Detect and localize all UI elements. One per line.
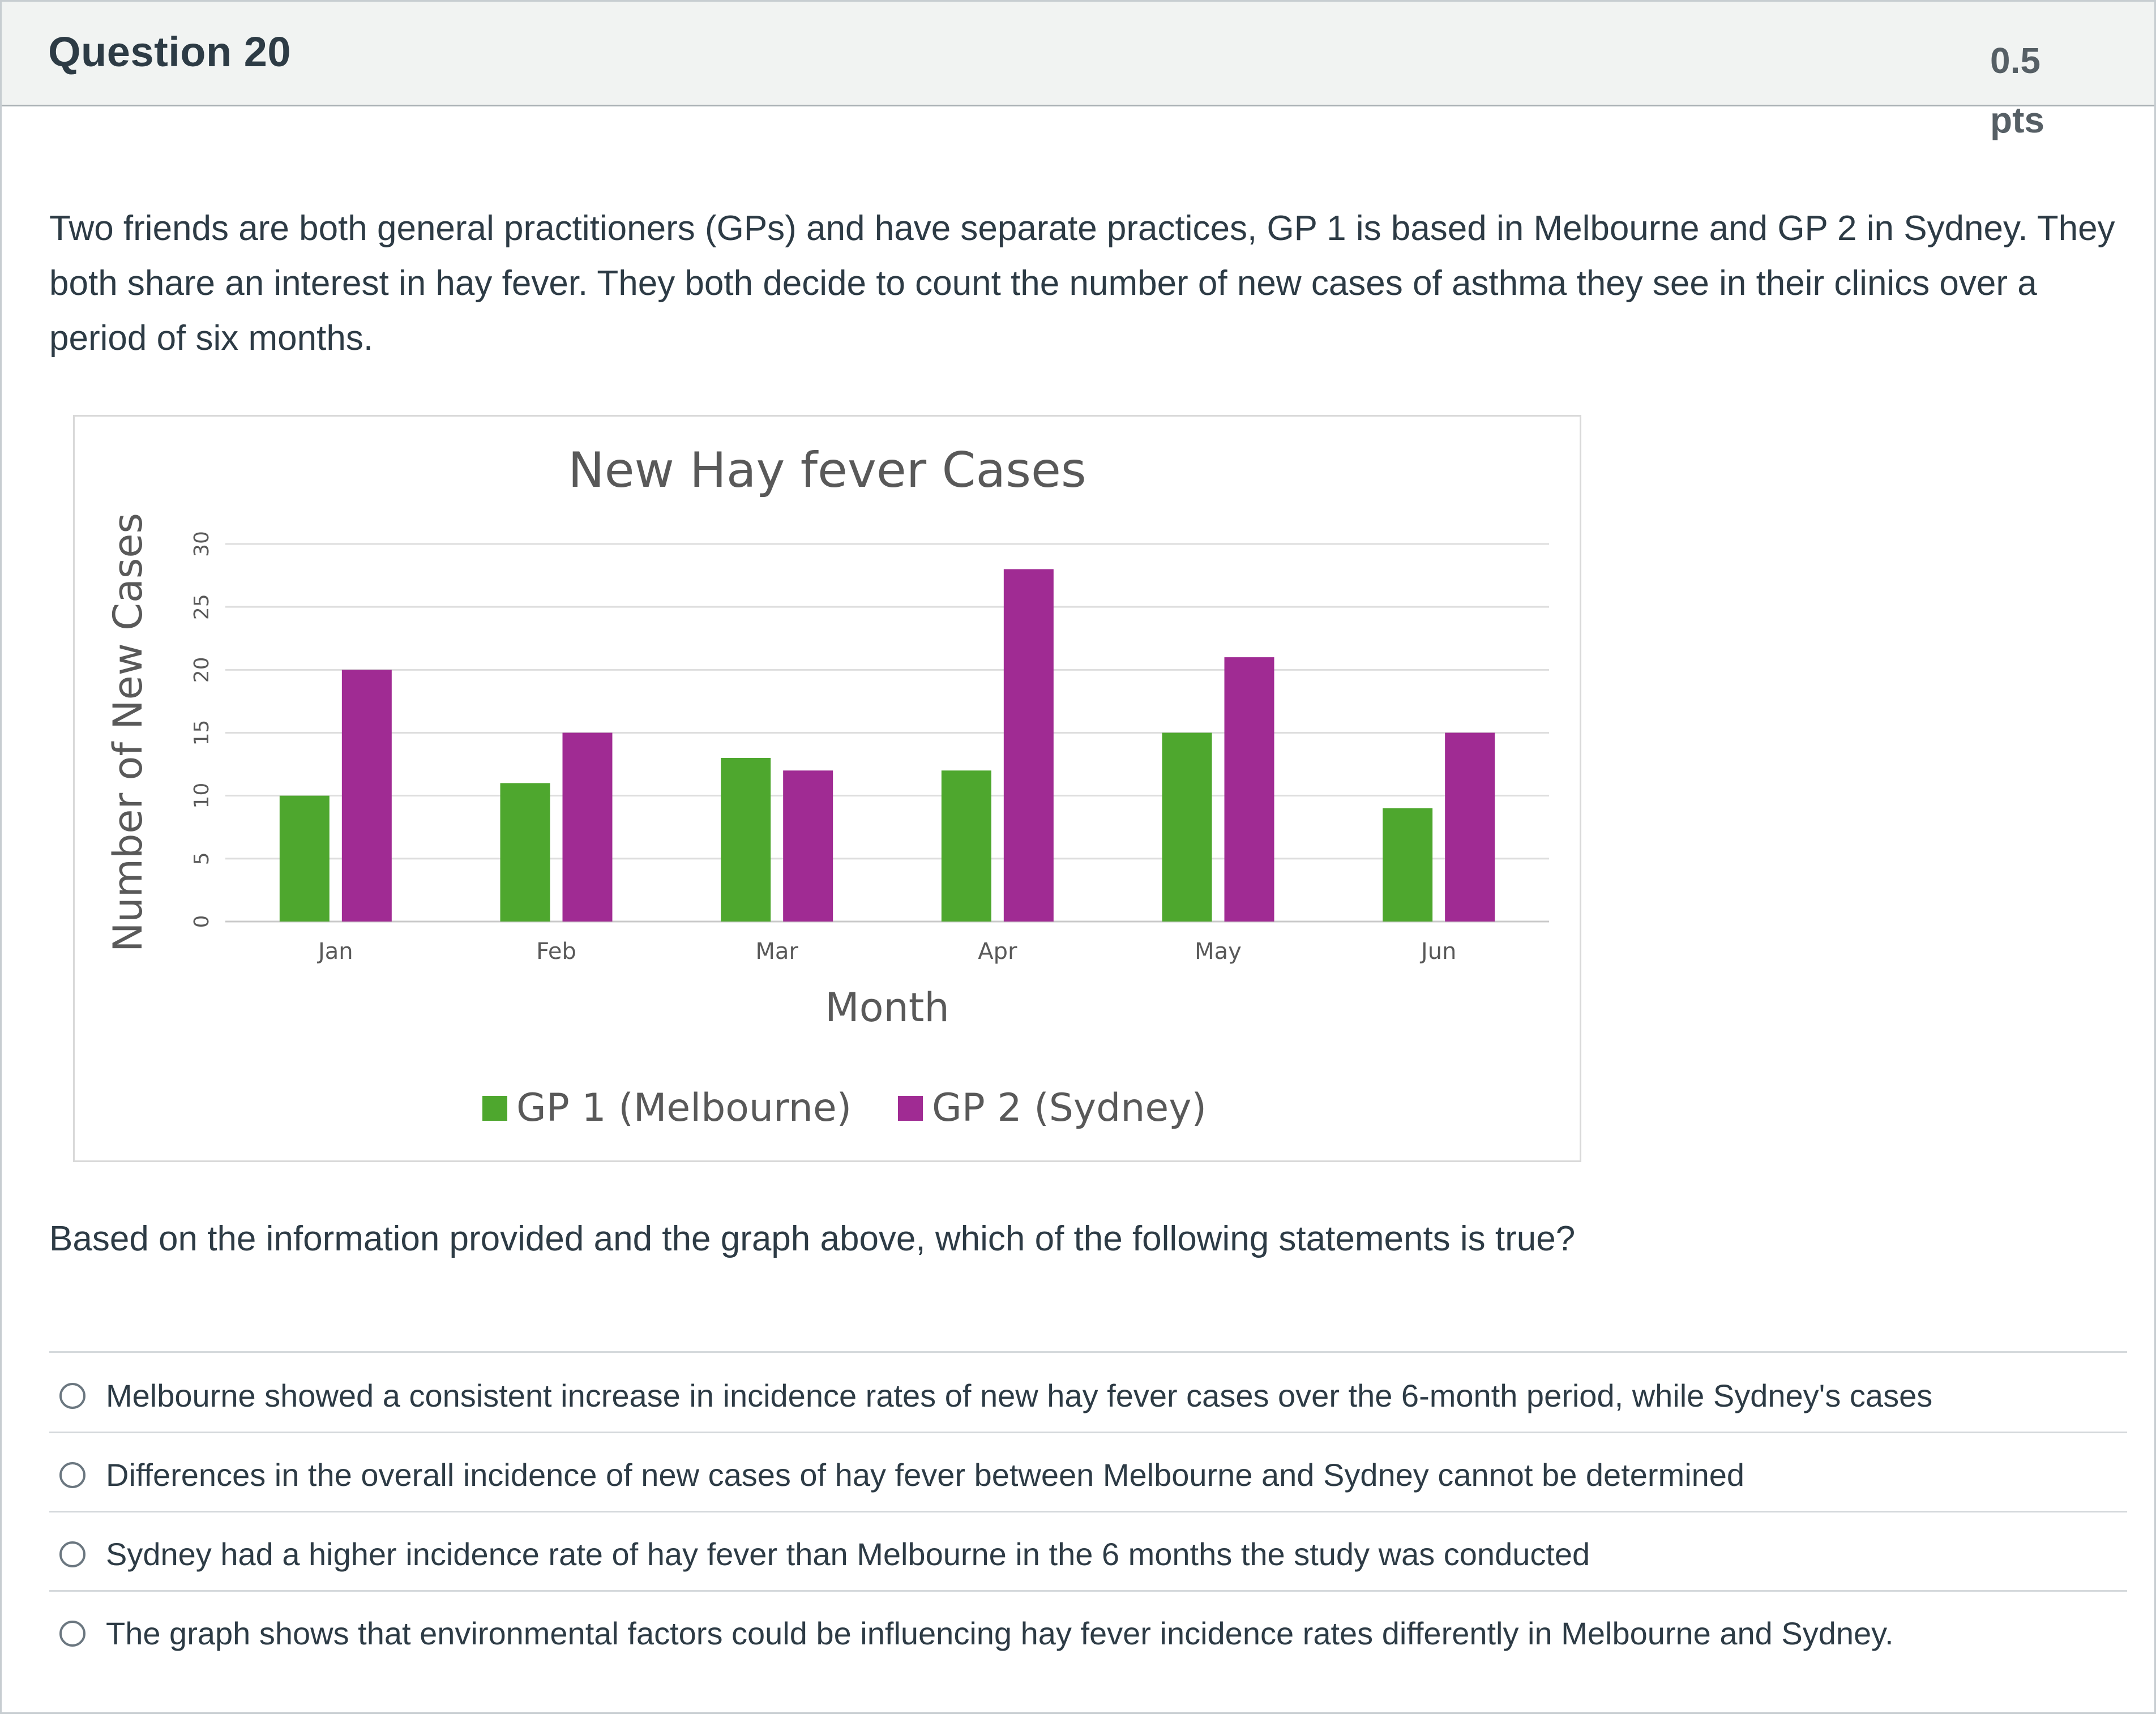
y-tick-label: 25	[190, 594, 213, 620]
answer-label: The graph shows that environmental facto…	[106, 1616, 1894, 1651]
radio-button[interactable]	[59, 1462, 85, 1488]
bar-gp1-mar	[721, 757, 771, 922]
x-axis-label: Month	[825, 984, 949, 1031]
bar-gp2-apr	[1003, 569, 1054, 922]
y-tick-label: 0	[190, 915, 213, 928]
answer-divider	[49, 1432, 2127, 1433]
x-tick-label: May	[1195, 939, 1242, 965]
answer-option[interactable]: The graph shows that environmental facto…	[49, 1595, 2127, 1672]
bar-gp1-apr	[941, 770, 991, 922]
y-axis-label: Number of New Cases	[105, 513, 151, 952]
bar-gp2-mar	[783, 770, 833, 922]
radio-button[interactable]	[59, 1541, 85, 1567]
y-tick-label: 10	[190, 783, 213, 809]
radio-button[interactable]	[59, 1383, 85, 1409]
y-tick-label: 15	[190, 720, 213, 746]
bar-gp1-may	[1162, 732, 1212, 922]
answer-label: Melbourne showed a consistent increase i…	[106, 1378, 1933, 1413]
x-tick-label: Feb	[536, 939, 576, 965]
answer-divider	[49, 1511, 2127, 1512]
legend-swatch-gp1	[482, 1096, 507, 1121]
bar-gp2-jan	[341, 670, 392, 922]
legend-swatch-gp2	[898, 1096, 923, 1121]
bar-gp2-feb	[562, 732, 613, 922]
y-tick-label: 5	[190, 852, 213, 865]
question-text: Two friends are both general practitione…	[49, 209, 2115, 358]
x-tick-label: Jan	[316, 939, 353, 965]
answer-option[interactable]: Melbourne showed a consistent increase i…	[49, 1357, 2127, 1434]
radio-button[interactable]	[59, 1621, 85, 1647]
y-tick-label: 30	[190, 531, 213, 557]
legend-label-gp2: GP 2 (Sydney)	[932, 1086, 1207, 1130]
chart-title: New Hay fever Cases	[568, 442, 1086, 499]
bar-gp2-may	[1224, 657, 1274, 922]
answer-divider	[49, 1351, 2127, 1353]
bar-chart: New Hay fever Cases 0 5 10 15 20 25 30 Number of…	[105, 442, 1549, 1130]
answer-divider	[49, 1590, 2127, 1592]
bar-gp1-feb	[500, 783, 550, 922]
answer-label: Differences in the overall incidence of …	[106, 1457, 1745, 1493]
answer-option[interactable]: Sydney had a higher incidence rate of ha…	[49, 1515, 2127, 1592]
x-tick-label: Apr	[978, 939, 1017, 965]
question-title: Question 20	[48, 28, 292, 75]
bar-gp1-jan	[279, 795, 330, 922]
question-points: 0.5 pts	[1990, 40, 2044, 140]
answer-option[interactable]: Differences in the overall incidence of …	[49, 1436, 2127, 1513]
x-tick-label: Jun	[1419, 939, 1457, 965]
answer-label: Sydney had a higher incidence rate of ha…	[106, 1536, 1590, 1572]
bar-gp2-jun	[1445, 732, 1495, 922]
legend-label-gp1: GP 1 (Melbourne)	[516, 1086, 852, 1130]
bar-gp1-jun	[1383, 808, 1433, 922]
chart-figure: New Hay fever Cases 0 5 10 15 20 25 30 Number of…	[73, 415, 1581, 1162]
question-header: Question 20 0.5 pts	[2, 2, 2154, 140]
y-tick-label: 20	[190, 657, 213, 683]
x-tick-label: Mar	[755, 939, 798, 965]
question-prompt: Based on the information provided and th…	[49, 1219, 1576, 1258]
